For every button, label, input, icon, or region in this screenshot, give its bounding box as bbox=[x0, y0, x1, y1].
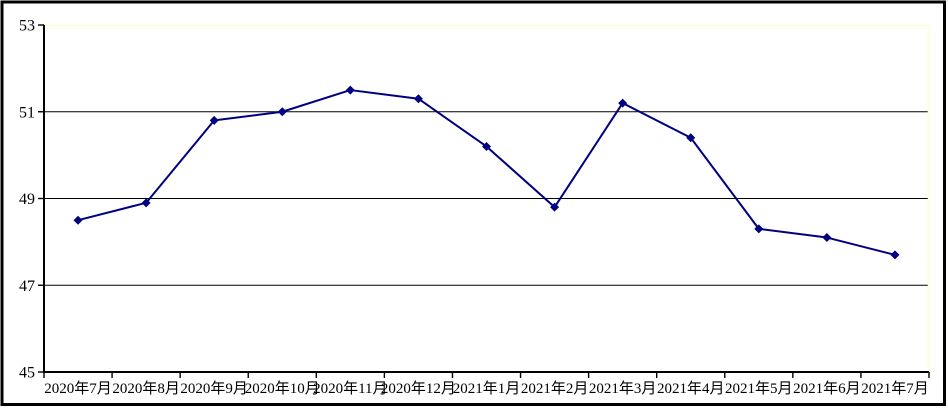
x-axis-label-0: 2020年7月 bbox=[44, 380, 112, 397]
x-axis-label-8: 2021年3月 bbox=[589, 380, 657, 397]
data-point-marker-5 bbox=[413, 94, 423, 104]
y-axis-label-49: 49 bbox=[19, 191, 35, 208]
chart-frame-border bbox=[0, 0, 946, 406]
x-axis-label-2: 2020年9月 bbox=[180, 380, 248, 397]
data-point-marker-3 bbox=[277, 107, 287, 117]
data-point-marker-11 bbox=[822, 233, 832, 243]
x-axis-label-4: 2020年11月 bbox=[313, 380, 387, 397]
data-point-marker-10 bbox=[754, 224, 764, 234]
x-axis-label-10: 2021年5月 bbox=[725, 380, 793, 397]
data-point-marker-8 bbox=[618, 98, 628, 108]
data-point-marker-7 bbox=[550, 202, 560, 212]
x-axis-label-3: 2020年10月 bbox=[245, 380, 320, 397]
series-line bbox=[77, 89, 896, 256]
plot-area-border bbox=[44, 24, 930, 372]
y-axis-label-51: 51 bbox=[19, 104, 35, 121]
data-point-marker-0 bbox=[73, 215, 83, 225]
x-axis-label-5: 2020年12月 bbox=[381, 380, 456, 397]
data-point-marker-2 bbox=[209, 115, 219, 125]
y-axis-label-45: 45 bbox=[19, 365, 35, 382]
x-axis-label-7: 2021年2月 bbox=[521, 380, 589, 397]
data-point-marker-4 bbox=[345, 85, 355, 95]
y-axis-label-47: 47 bbox=[19, 278, 35, 295]
data-point-marker-12 bbox=[890, 250, 900, 260]
x-axis-label-1: 2020年8月 bbox=[112, 380, 180, 397]
x-axis-label-9: 2021年4月 bbox=[657, 380, 725, 397]
data-point-marker-6 bbox=[482, 141, 491, 151]
x-axis-label-6: 2021年1月 bbox=[453, 380, 521, 397]
data-point-marker-9 bbox=[686, 133, 696, 143]
x-axis-label-12: 2021年7月 bbox=[861, 380, 929, 397]
x-axis-label-11: 2021年6月 bbox=[793, 380, 861, 397]
y-axis-label-53: 53 bbox=[19, 18, 35, 35]
data-point-marker-1 bbox=[141, 198, 151, 208]
